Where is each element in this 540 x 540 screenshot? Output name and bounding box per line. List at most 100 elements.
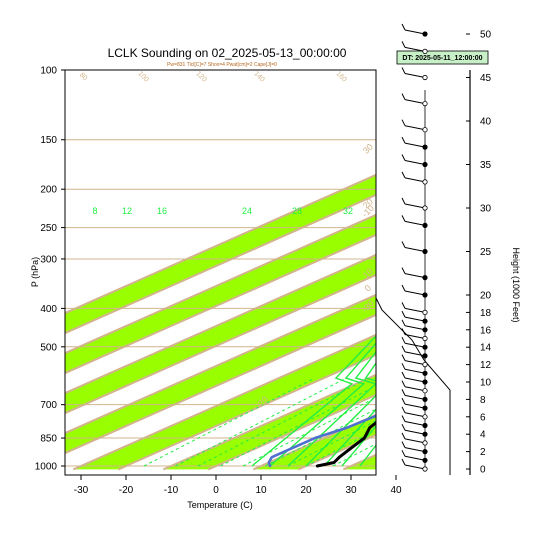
chart-title: LCLK Sounding on 02_2025-05-13_00:00:00	[108, 46, 347, 60]
dry-adiabat-label: 120	[194, 70, 207, 83]
temperature-band	[65, 294, 376, 454]
dry-adiabat-label: 100	[136, 70, 149, 83]
wind-barb-flag	[401, 119, 406, 126]
isotherm-line	[72, 333, 376, 471]
wind-station-dot	[422, 74, 428, 81]
height-tick-label: 10	[480, 378, 492, 389]
wind-barb	[404, 386, 426, 392]
height-tick-label: 18	[480, 308, 492, 319]
wind-station-dot	[422, 422, 428, 429]
mixing-ratio-line	[220, 385, 376, 467]
isotherm-label: 20	[361, 196, 375, 210]
dt-label: DT: 2025-05-11_12:00:00	[402, 55, 482, 62]
plot-frame	[64, 69, 377, 476]
wind-station-dot	[422, 144, 428, 150]
wind-barb-flag	[401, 328, 406, 335]
wind-station-dot	[422, 388, 428, 394]
wind-barb	[404, 342, 426, 348]
moist-adiabat-line	[341, 424, 376, 467]
wind-barb-flag	[401, 215, 406, 222]
wind-station-dot	[422, 405, 428, 411]
chart-subtitle: Pw=831 Tlcl[C]=7 Shox=4 Pwat[cm]=2 Cape[…	[167, 62, 277, 68]
wind-barb	[404, 464, 426, 470]
wind-barb	[404, 290, 426, 296]
isotherm-line	[207, 393, 376, 471]
x-tick-label: -30	[74, 485, 89, 496]
wind-barb	[404, 99, 426, 105]
wind-barb-flag	[401, 363, 406, 370]
wind-station-dot	[422, 31, 428, 37]
mixing-ratio-line	[265, 408, 376, 467]
wind-barb	[404, 220, 426, 226]
dt-label-box: DT: 2025-05-11_12:00:00	[396, 50, 489, 65]
mixing-ratio-line	[197, 377, 369, 467]
wind-barb-flag	[401, 354, 406, 361]
y-tick-label: 100	[40, 66, 57, 77]
wind-barb	[404, 368, 426, 374]
wind-station-dot	[422, 370, 428, 376]
wind-barb-flag	[401, 345, 406, 353]
wind-barb-flag	[401, 380, 406, 387]
y-tick-label: 200	[40, 185, 57, 196]
wind-barb-flag	[401, 154, 406, 161]
wind-barb-flag	[401, 389, 406, 396]
wind-barb	[404, 316, 426, 322]
wind-station-dot	[422, 248, 428, 255]
wind-barb	[404, 429, 426, 435]
wind-barb	[404, 447, 426, 453]
height-axis-ticks: 0 2 4 6 8 10 12 14 16 18 20 25 30 35 40 45 50	[466, 30, 492, 476]
temperature-band	[65, 174, 376, 334]
wind-station-dot	[422, 179, 428, 185]
x-tick-label: 20	[300, 485, 312, 496]
wind-barb-flag	[401, 197, 406, 205]
wind-barb	[404, 403, 426, 409]
dry-adiabat-label: 140	[252, 70, 265, 83]
wind-barb-flag	[401, 423, 406, 431]
isotherm-line	[162, 373, 376, 471]
wind-station-dot	[422, 361, 428, 368]
wind-barb-flag	[401, 267, 406, 274]
wind-station-dot	[422, 431, 428, 437]
wind-panel-outline	[375, 288, 451, 475]
mixing-ratio-line	[287, 420, 376, 467]
mixing-ratio-line	[305, 429, 376, 467]
height-axis-label: Height (1000 Feet)	[511, 247, 521, 322]
wind-barb-flag	[401, 23, 406, 31]
height-tick-label: 20	[480, 291, 492, 302]
x-tick-label: 30	[345, 485, 357, 496]
x-tick-label: 0	[213, 485, 219, 496]
wind-station-dot	[422, 101, 428, 107]
wind-barb	[404, 273, 426, 279]
wind-barb-flag	[401, 336, 406, 344]
wind-station-dot	[422, 448, 428, 455]
wind-barb	[404, 160, 426, 165]
wind-barb-flag	[401, 319, 406, 327]
mixing-ratio-line	[332, 443, 376, 467]
wind-barb	[404, 125, 426, 131]
y-tick-label: 400	[40, 304, 57, 315]
mixing-ratio-line	[175, 377, 347, 467]
x-tick-label: 10	[255, 485, 267, 496]
wind-barb-flag	[401, 371, 406, 379]
x-tick-label: -20	[119, 485, 134, 496]
y-tick-label: 500	[40, 342, 57, 353]
wind-station-dot	[422, 292, 428, 298]
wind-station-dot	[422, 318, 428, 324]
wind-station-dot	[422, 457, 428, 463]
sounding-profiles	[267, 414, 376, 468]
temperature-profile	[315, 420, 376, 468]
temperature-band	[65, 214, 376, 374]
height-tick-label: 8	[480, 395, 486, 406]
wind-barb-flag	[401, 310, 406, 318]
wind-barb-flag	[401, 41, 406, 48]
wind-barb	[404, 455, 426, 461]
mixing-ratio-lines	[143, 377, 376, 467]
moist-adiabat-line	[305, 361, 376, 467]
isotherm-line	[65, 313, 376, 455]
mixing-ratio-line	[143, 377, 315, 467]
wind-barb-flag	[401, 67, 406, 74]
isotherm-line	[65, 293, 376, 435]
y-tick-label: 250	[40, 223, 57, 234]
wind-station-dot	[422, 335, 428, 342]
